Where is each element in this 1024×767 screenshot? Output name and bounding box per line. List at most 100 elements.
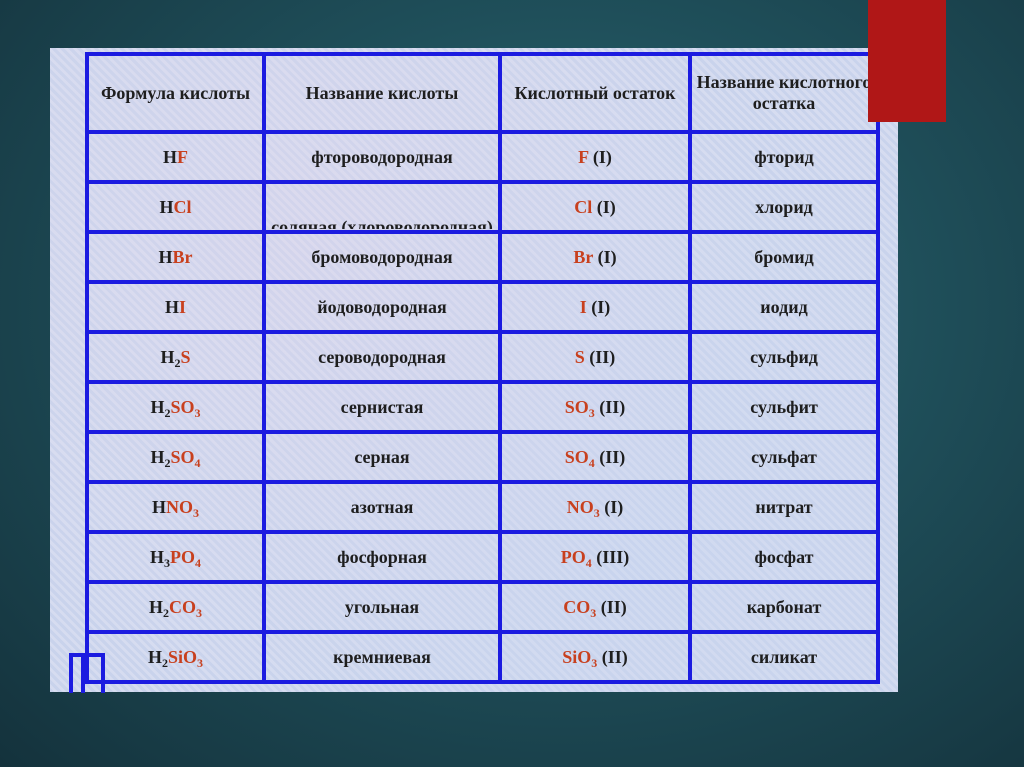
subscript: 2 (164, 405, 171, 420)
table-header-row: Формула кислоты Название кислоты Кислотн… (85, 52, 880, 134)
formula-part: H (164, 296, 179, 317)
formula-cell: HI (85, 280, 266, 334)
formula-part: I (579, 296, 587, 317)
subscript: 4 (195, 555, 201, 570)
acid-name-cell: соляная (хлороводородная) (262, 180, 502, 234)
residue-cell: Br (I) (498, 230, 692, 284)
formula-part: NO (166, 496, 193, 517)
formula-part: F (578, 146, 589, 167)
formula-part: H (160, 346, 175, 367)
subscript: 3 (197, 655, 204, 670)
formula-cell: HCl (85, 180, 266, 234)
formula-part: S (574, 346, 585, 367)
formula-cell: HNO3 (85, 480, 266, 534)
formula-part: H (147, 646, 162, 667)
formula-part: F (177, 146, 188, 167)
formula-part: S (180, 346, 191, 367)
formula-cell: H3PO4 (85, 530, 266, 584)
acid-name: азотная (350, 496, 414, 517)
table-row: H2SO3 сернистая SO3 (II) сульфит (85, 380, 880, 434)
acid-name: угольная (344, 596, 420, 617)
formula-part: H (159, 196, 174, 217)
acid-name-cell: серная (262, 430, 502, 484)
subscript: 3 (590, 605, 597, 620)
acid-name-cell: йодоводородная (262, 280, 502, 334)
subscript: 4 (585, 555, 592, 570)
subscript: 2 (162, 655, 168, 670)
formula-part: (II) (584, 346, 616, 367)
subscript: 3 (193, 505, 199, 520)
table-row: HCl соляная (хлороводородная) Cl (I) хлорид (85, 180, 880, 234)
subscript: 3 (593, 505, 600, 520)
acid-name: сернистая (340, 396, 424, 417)
formula-part: PO (560, 546, 586, 567)
formula-part: CO (169, 596, 196, 617)
formula-part: SiO (562, 646, 592, 667)
acid-name-cell: кремниевая (262, 630, 502, 684)
table-row: H2SiO3 кремниевая SiO3 (II) силикат (85, 630, 880, 684)
acid-name: фтороводородная (311, 146, 453, 167)
acid-name: соляная (хлороводородная) (271, 217, 493, 229)
acid-table-image: Формула кислоты Название кислоты Кислотн… (50, 48, 898, 693)
acid-name: фосфорная (337, 546, 427, 567)
formula-part: H (150, 446, 165, 467)
table-row: HBr бромоводородная Br (I) бромид (85, 230, 880, 284)
acid-name-cell: сернистая (262, 380, 502, 434)
formula-part: Br (172, 246, 193, 267)
residue-cell: F (I) (498, 130, 692, 184)
formula-part: (I) (593, 246, 617, 267)
formula-part: (II) (596, 596, 627, 617)
residue-cell: SiO3 (II) (498, 630, 692, 684)
formula-cell: H2S (85, 330, 266, 384)
acid-name: сероводородная (318, 346, 446, 367)
acid-name-cell: фосфорная (262, 530, 502, 584)
formula-part: CO (563, 596, 591, 617)
formula-part: PO (170, 546, 195, 567)
residue-name-cell: сульфат (688, 430, 880, 484)
residue-name-cell: нитрат (688, 480, 880, 534)
subscript: 4 (194, 455, 201, 470)
decorative-bracket (69, 653, 105, 693)
formula-part: (I) (592, 196, 616, 217)
table-row: H2SO4 серная SO4 (II) сульфат (85, 430, 880, 484)
formula-part: (II) (594, 446, 626, 467)
formula-cell: HF (85, 130, 266, 184)
acid-name: серная (354, 446, 410, 467)
residue-name-cell: иодид (688, 280, 880, 334)
formula-part: SiO (168, 646, 198, 667)
formula-part: (I) (588, 146, 612, 167)
formula-part: SO (564, 446, 589, 467)
residue-cell: SO3 (II) (498, 380, 692, 434)
table-row: HNO3 азотная NO3 (I) нитрат (85, 480, 880, 534)
residue-name-cell: хлорид (688, 180, 880, 234)
acid-name: йодоводородная (317, 296, 447, 317)
formula-part: (I) (586, 296, 611, 317)
residue-name-cell: фосфат (688, 530, 880, 584)
acid-name-cell: фтороводородная (262, 130, 502, 184)
residue-name-cell: силикат (688, 630, 880, 684)
acid-name: бромоводородная (311, 246, 453, 267)
acid-name-cell: сероводородная (262, 330, 502, 384)
formula-part: (I) (599, 496, 624, 517)
residue-cell: SO4 (II) (498, 430, 692, 484)
subscript: 3 (194, 405, 201, 420)
table-row: H2CO3 угольная CO3 (II) карбонат (85, 580, 880, 634)
formula-part: (II) (594, 396, 626, 417)
formula-part: SO (564, 396, 589, 417)
acid-name-wrap: соляная (хлороводородная) (266, 185, 498, 229)
residue-cell: PO4 (III) (498, 530, 692, 584)
acid-name-cell: азотная (262, 480, 502, 534)
formula-part: SO (170, 396, 195, 417)
subscript: 3 (588, 405, 595, 420)
formula-part: Cl (173, 196, 192, 217)
formula-part: SO (170, 446, 195, 467)
formula-part: Cl (574, 196, 593, 217)
decorative-red-block (868, 0, 946, 122)
subscript: 2 (174, 355, 181, 370)
formula-part: H (148, 596, 163, 617)
residue-name-cell: бромид (688, 230, 880, 284)
formula-cell: H2SO4 (85, 430, 266, 484)
residue-name-cell: сульфид (688, 330, 880, 384)
acids-table: Формула кислоты Название кислоты Кислотн… (85, 52, 880, 684)
formula-part: H (150, 396, 165, 417)
